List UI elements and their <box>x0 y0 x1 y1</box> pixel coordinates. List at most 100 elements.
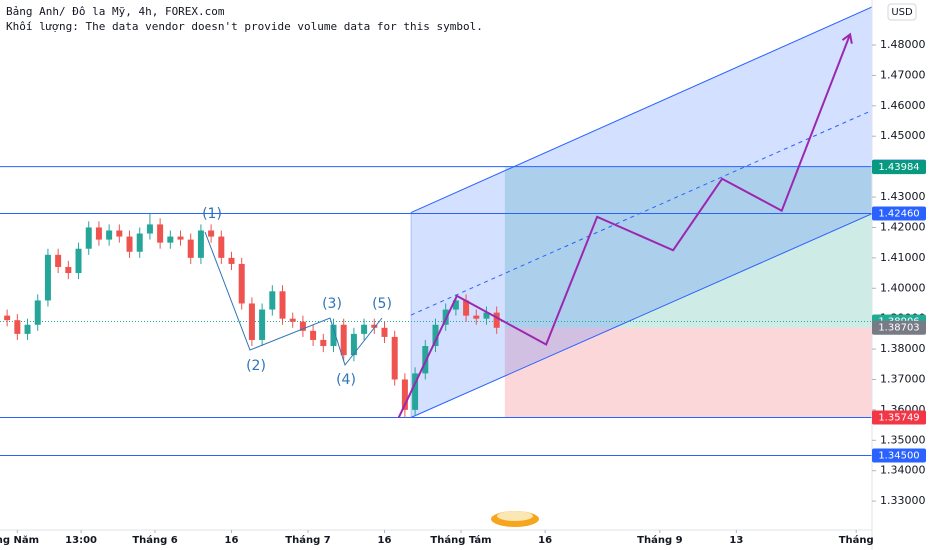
candle-body <box>136 233 143 252</box>
forecast-path <box>397 32 853 418</box>
candle-body <box>126 236 133 252</box>
chart-title: Bảng Anh/ Đô la Mỹ, 4h, FOREX.com <box>6 5 225 18</box>
candle-body <box>14 320 21 334</box>
candle-body <box>412 373 419 410</box>
price-box-label: 1.42460 <box>878 208 919 219</box>
price-box <box>872 206 926 221</box>
candle-body <box>269 291 276 310</box>
candle-body <box>167 236 174 243</box>
candle-body <box>177 236 184 240</box>
candle-body <box>4 315 11 321</box>
y-tick-label: 1.38000 <box>880 342 926 355</box>
price-box-label: 1.38703 <box>878 323 919 334</box>
y-tick-label: 1.41000 <box>880 251 926 264</box>
logo <box>491 511 539 527</box>
y-tick-label: 1.48000 <box>880 38 926 51</box>
candle-body <box>452 300 459 310</box>
y-tick-label: 1.42000 <box>880 220 926 233</box>
y-tick-label: 1.43000 <box>880 190 926 203</box>
x-tick-label: 16 <box>538 535 552 546</box>
candle-body <box>391 336 398 380</box>
plot-area: (1) (2) (3) (4) (5) <box>0 6 872 457</box>
x-tick-label: 13:00 <box>65 535 97 546</box>
candle-body <box>238 263 245 304</box>
x-tick-label: Tháng Tám <box>430 534 491 546</box>
x-tick-label: Tháng 7 <box>285 534 330 546</box>
candle-body <box>340 324 347 356</box>
candle-body <box>197 230 204 258</box>
candle-body <box>55 254 62 267</box>
candle-body <box>248 303 255 340</box>
axes: 1.330001.340001.350001.360001.370001.380… <box>0 38 926 546</box>
y-tick-label: 1.40000 <box>880 281 926 294</box>
currency-box[interactable] <box>887 3 917 21</box>
channel-fill <box>411 6 872 418</box>
candle-body <box>483 312 490 319</box>
candle-body <box>95 227 102 240</box>
candle-body <box>289 318 296 322</box>
stop-zone <box>504 327 872 418</box>
y-tick-label: 1.34000 <box>880 464 926 477</box>
wave-label: (3) <box>322 296 342 312</box>
y-tick-label: 1.33000 <box>880 494 926 507</box>
candle-body <box>65 266 72 274</box>
candle-body <box>401 379 408 410</box>
candle-body <box>310 330 317 340</box>
channel-lower <box>410 213 872 418</box>
candle-body <box>146 224 153 234</box>
price-box-label: 1.34500 <box>878 451 919 462</box>
y-tick-label: 1.37000 <box>880 372 926 385</box>
candle-body <box>299 321 306 331</box>
wave-line <box>204 231 383 367</box>
price-box <box>872 320 926 335</box>
candle-body <box>187 239 194 258</box>
x-tick-label: Tháng 9 <box>637 534 682 546</box>
candle-body <box>432 324 439 347</box>
candle-body <box>116 230 123 237</box>
wave-label: (5) <box>372 296 392 312</box>
candle-body <box>228 257 235 264</box>
price-box-label: 1.35749 <box>878 413 919 424</box>
candle-body <box>320 339 327 347</box>
candle-body <box>350 333 357 356</box>
candle-body <box>259 309 266 340</box>
y-tick-label: 1.35000 <box>880 433 926 446</box>
candle-body <box>34 300 41 325</box>
currency[interactable]: USD <box>891 7 913 18</box>
price-box-label: 1.43984 <box>878 162 919 173</box>
price-box <box>872 160 926 175</box>
candle-body <box>218 236 225 258</box>
y-tick-label: 1.47000 <box>880 68 926 81</box>
x-tick-label: 16 <box>378 535 392 546</box>
y-tick-label: 1.45000 <box>880 129 926 142</box>
x-tick-label: ng Năm <box>0 535 39 546</box>
y-tick-label: 1.46000 <box>880 99 926 112</box>
x-tick-label: Tháng 6 <box>132 534 177 546</box>
wave-label: (1) <box>202 206 222 222</box>
price-box <box>872 410 926 425</box>
time-axis <box>0 530 872 550</box>
candle-body <box>106 230 113 240</box>
x-tick-label: 13 <box>729 535 743 546</box>
x-tick-label: 16 <box>225 535 239 546</box>
candle-body <box>157 224 164 243</box>
candle-body <box>85 227 92 249</box>
candle-body <box>371 324 378 328</box>
candle-body <box>473 315 480 319</box>
wave-label: (2) <box>246 358 266 374</box>
price-box <box>872 448 926 463</box>
candle-body <box>361 324 368 334</box>
candle-body <box>493 312 500 328</box>
wave-label: (4) <box>336 372 356 388</box>
candle-body <box>208 230 215 237</box>
candle-body <box>279 291 286 319</box>
candle-body <box>463 300 470 316</box>
candle-body <box>75 248 82 274</box>
target-zone <box>504 167 872 328</box>
channel-upper <box>410 6 872 214</box>
candle-body <box>330 324 337 347</box>
candle-body <box>381 327 388 337</box>
candle-body <box>24 324 31 334</box>
candle-body <box>44 254 51 301</box>
